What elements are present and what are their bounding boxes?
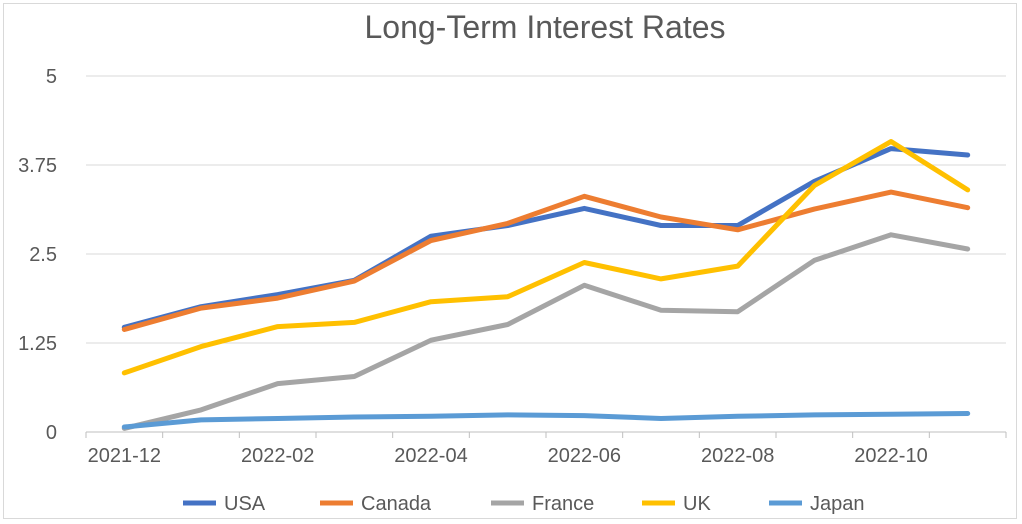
legend-label-canada: Canada (361, 493, 432, 515)
legend-label-usa: USA (224, 493, 266, 515)
legend-label-france: France (532, 493, 594, 515)
x-tick-label: 2022-04 (394, 445, 467, 467)
series-lines (121, 139, 971, 431)
x-tick-label: 2021-12 (88, 445, 161, 467)
y-tick-label: 1.25 (18, 333, 57, 355)
x-tick-label: 2022-02 (241, 445, 314, 467)
x-tick-label: 2022-08 (701, 445, 774, 467)
chart-frame (3, 3, 1017, 519)
series-line-japan (121, 411, 971, 430)
legend: USA Canada France UK Japan (183, 493, 865, 515)
series-line-france (121, 232, 971, 431)
legend-label-uk: UK (683, 493, 711, 515)
y-tick-label: 2.5 (29, 244, 57, 266)
series-line-canada (121, 189, 971, 332)
x-axis-tick-labels: 2021-12 2022-02 2022-04 2022-06 2022-08 2022-… (85, 432, 1007, 467)
y-tick-label: 5 (46, 66, 57, 88)
y-tick-label: 0 (46, 422, 57, 444)
x-tick-label: 2022-06 (548, 445, 621, 467)
series-line-uk (121, 139, 971, 376)
chart-title: Long-Term Interest Rates (364, 9, 725, 45)
y-axis-tick-labels: 0 1.25 2.5 3.75 5 (18, 66, 57, 444)
legend-label-japan: Japan (810, 493, 865, 515)
gridlines (86, 75, 1006, 433)
y-tick-label: 3.75 (18, 155, 57, 177)
x-tick-label: 2022-10 (854, 445, 927, 467)
